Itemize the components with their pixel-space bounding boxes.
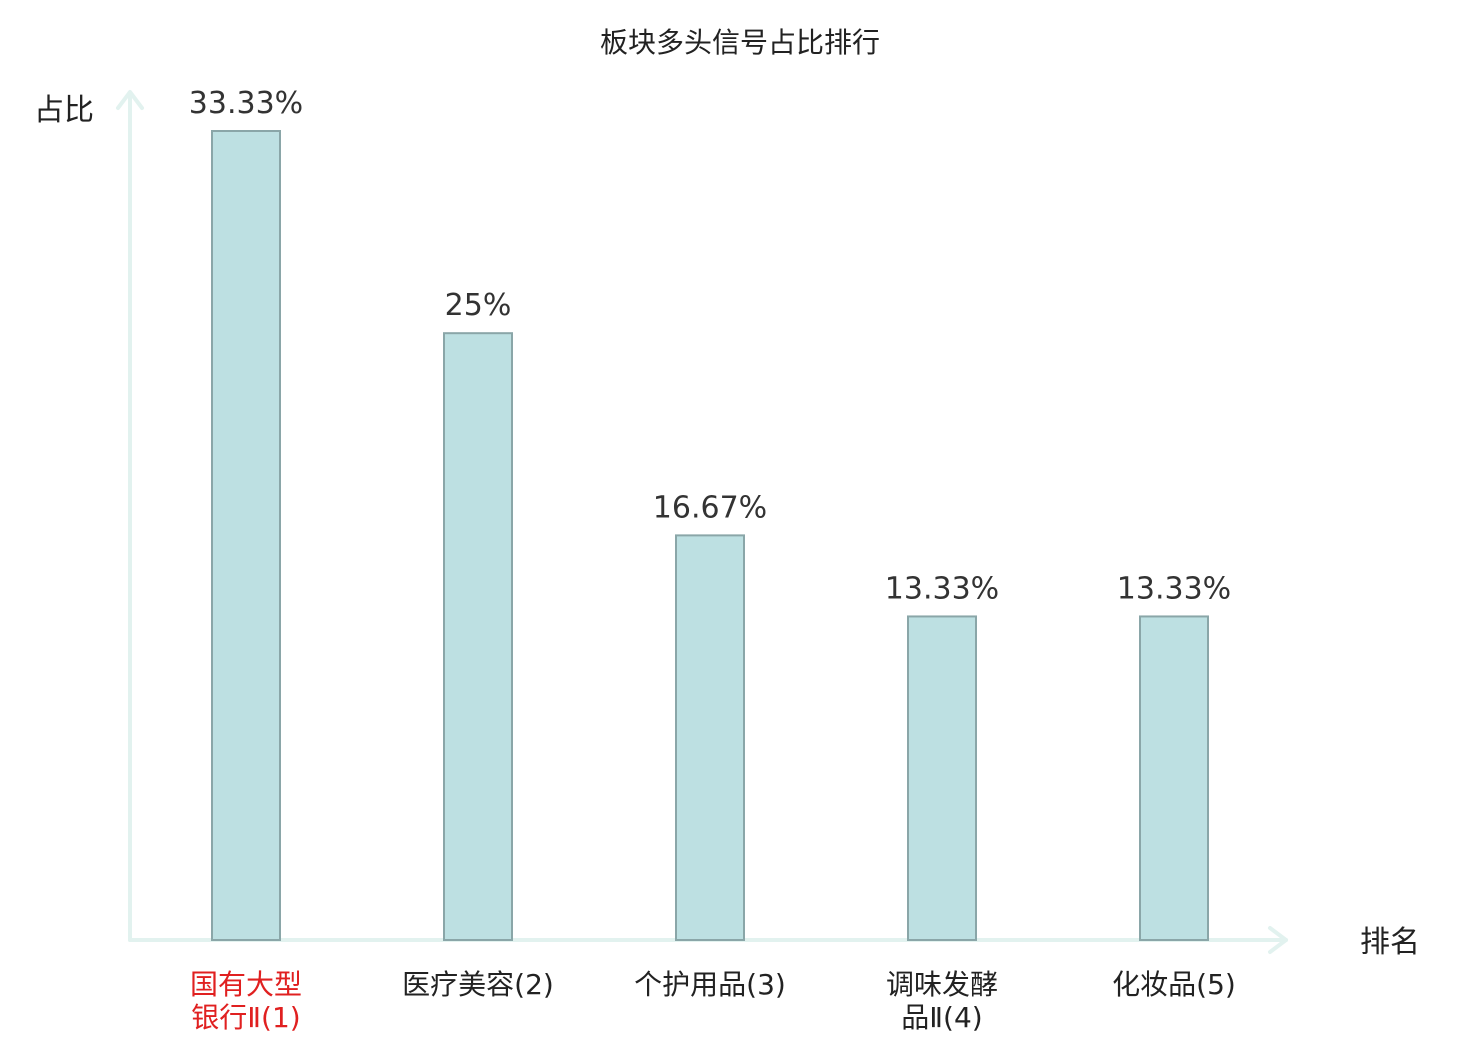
- bar-3: [675, 534, 745, 942]
- bar-value-label-2: 25%: [445, 288, 512, 323]
- chart-title: 板块多头信号占比排行: [600, 26, 880, 59]
- x-axis-arrow: [1268, 926, 1288, 954]
- category-label-2: 医疗美容(2): [402, 968, 554, 1001]
- bar-value-label-3: 16.67%: [653, 490, 767, 525]
- y-axis-label: 占比: [34, 93, 94, 128]
- bar-value-label-1: 33.33%: [189, 86, 303, 121]
- category-label-4-line-1: 调味发酵: [886, 968, 998, 1001]
- bar-4: [907, 615, 977, 941]
- category-label-4-line-2: 品Ⅱ(4): [901, 1001, 982, 1034]
- x-axis-label: 排名: [1360, 925, 1420, 960]
- bar-5: [1139, 615, 1209, 941]
- category-label-5: 化妆品(5): [1112, 968, 1236, 1001]
- category-label-1-line-2: 银行Ⅱ(1): [191, 1001, 300, 1034]
- bar-value-label-5: 13.33%: [1117, 571, 1231, 606]
- bar-value-label-4: 13.33%: [885, 571, 999, 606]
- bar-1: [211, 130, 281, 941]
- category-label-3: 个护用品(3): [634, 968, 786, 1001]
- category-label-1-line-1: 国有大型: [190, 968, 302, 1001]
- bar-2: [443, 332, 513, 941]
